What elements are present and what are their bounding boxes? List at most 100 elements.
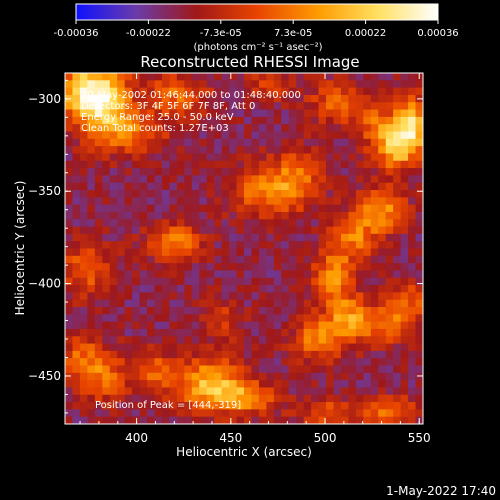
heatmap-cell [244,263,252,271]
heatmap-cell [348,116,357,125]
heatmap-cell [318,233,327,242]
heatmap-cell [363,343,372,352]
heatmap-cell [72,321,81,330]
heatmap-cell [206,182,215,191]
heatmap-cell [266,387,275,396]
heatmap-cell [184,175,193,184]
heatmap-cell [72,387,81,396]
heatmap-cell [169,328,178,337]
heatmap-cell [176,321,185,330]
heatmap-cell [244,131,252,140]
heatmap-cell [333,94,342,103]
heatmap-cell [370,307,379,315]
heatmap-cell [94,102,103,110]
heatmap-cell [94,116,103,125]
axes: 400 450 500 550−300−350−400−450 [28,73,431,445]
heatmap-cell [206,197,215,206]
heatmap-cell [87,336,96,344]
heatmap-cell [393,402,402,410]
heatmap-cell [124,358,133,366]
heatmap-cell [117,402,126,410]
heatmap-cell [65,285,73,293]
heatmap-cell [139,416,148,424]
heatmap-cell [139,402,148,410]
heatmap-cell [258,270,267,279]
heatmap-cell [311,343,319,352]
heatmap-cell [79,255,88,264]
heatmap-cell [266,365,275,374]
heatmap-cell [221,299,230,308]
heatmap-cell [139,175,148,184]
heatmap-cell [288,168,297,176]
heatmap-cell [348,255,357,264]
heatmap-cell [117,416,126,424]
heatmap-cell [87,409,96,418]
heatmap-cell [363,409,372,418]
heatmap-cell [72,350,81,359]
heatmap-cell [169,416,178,424]
heatmap-cell [311,219,319,227]
heatmap-cell [236,372,245,381]
heatmap-cell [102,416,111,424]
heatmap-cell [266,328,275,337]
heatmap-cell [400,131,409,140]
heatmap-cell [311,204,319,213]
heatmap-cell [229,416,237,424]
heatmap-cell [65,146,73,154]
heatmap-cell [303,73,312,81]
heatmap-cell [244,124,252,132]
heatmap-cell [206,328,215,337]
heatmap-cell [132,73,140,81]
heatmap-cell [288,416,297,424]
heatmap-cell [87,168,96,176]
heatmap-cell [326,87,334,96]
heatmap-cell [124,350,133,359]
heatmap-cell [124,241,133,249]
heatmap-cell [415,219,423,227]
heatmap-cell [348,190,357,198]
heatmap-cell [184,336,193,344]
heatmap-cell [124,197,133,206]
heatmap-cell [370,277,379,286]
heatmap-cell [415,116,423,125]
heatmap-cell [236,394,245,403]
heatmap-cell [161,87,170,96]
heatmap-cell [326,190,334,198]
heatmap-cell [176,358,185,366]
heatmap-cell [229,292,237,301]
heatmap-cell [415,160,423,169]
heatmap-cell [94,80,103,89]
heatmap-cell [147,365,155,374]
heatmap-cell [415,350,423,359]
heatmap-cell [109,372,118,381]
heatmap-cell [296,292,305,301]
heatmap-cell [415,277,423,286]
heatmap-cell [236,80,245,89]
heatmap-cell [340,73,349,81]
heatmap-cell [333,292,342,301]
heatmap-cell [311,285,319,293]
heatmap-cell [87,372,96,381]
heatmap-cell [266,211,275,220]
heatmap-cell [273,343,282,352]
heatmap-cell [408,365,416,374]
heatmap-cell [169,402,178,410]
heatmap-cell [117,87,126,96]
heatmap-cell [229,394,237,403]
heatmap-cell [109,160,118,169]
heatmap-cell [117,292,126,301]
heatmap-cell [94,416,103,424]
y-axis-label: Heliocentric Y (arcsec) [13,181,27,316]
heatmap-cell [281,190,290,198]
heatmap-cell [266,94,275,103]
heatmap-cell [65,241,73,249]
heatmap-cell [251,307,260,315]
heatmap-cell [72,160,81,169]
heatmap-cell [154,299,163,308]
heatmap-cell [326,285,334,293]
heatmap-cell [303,241,312,249]
heatmap-cell [117,219,126,227]
heatmap-cell [184,124,193,132]
heatmap-cell [87,94,96,103]
heatmap-cell [340,80,349,89]
